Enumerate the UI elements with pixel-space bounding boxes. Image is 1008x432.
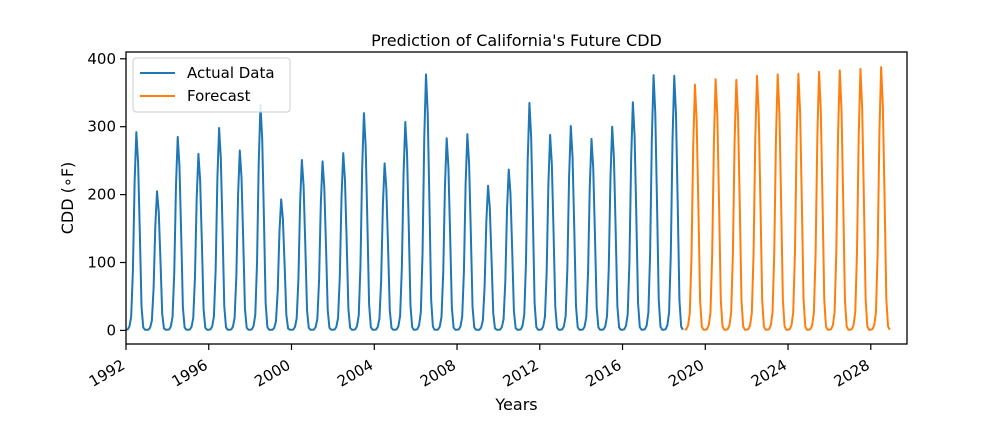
x-tick-label: 2004 [334, 356, 376, 391]
x-tick-label: 2024 [748, 356, 790, 391]
y-tick-label: 400 [87, 50, 116, 68]
legend: Actual Data Forecast [132, 57, 291, 113]
y-axis: 0 100 200 300 400 [87, 50, 126, 339]
series-line-forecast [684, 65, 891, 331]
legend-forecast-label: Forecast [187, 87, 251, 105]
x-axis: 1992 1996 2000 2004 2008 2012 2016 2020 2024 2028 [86, 344, 873, 391]
y-tick-label: 100 [87, 254, 116, 272]
x-tick-label: 2000 [251, 356, 293, 391]
x-tick-label: 2008 [417, 356, 459, 391]
y-tick-label: 200 [87, 186, 116, 204]
x-tick-label: 2016 [582, 356, 624, 391]
series-line-actual [125, 73, 684, 331]
x-axis-title: Years [494, 395, 537, 414]
legend-box [132, 57, 291, 113]
y-tick-label: 0 [106, 321, 116, 339]
y-axis-title: CDD (∘F) [58, 162, 77, 235]
plot-frame [125, 51, 908, 345]
x-tick-label: 2020 [665, 356, 707, 391]
series-layer [125, 65, 891, 331]
x-tick-label: 1992 [86, 356, 128, 391]
chart-title: Prediction of California's Future CDD [371, 31, 662, 50]
x-tick-label: 1996 [169, 356, 211, 391]
y-tick-label: 300 [87, 118, 116, 136]
legend-actual-label: Actual Data [187, 64, 275, 82]
x-tick-label: 2028 [831, 356, 873, 391]
x-tick-label: 2012 [500, 356, 542, 391]
